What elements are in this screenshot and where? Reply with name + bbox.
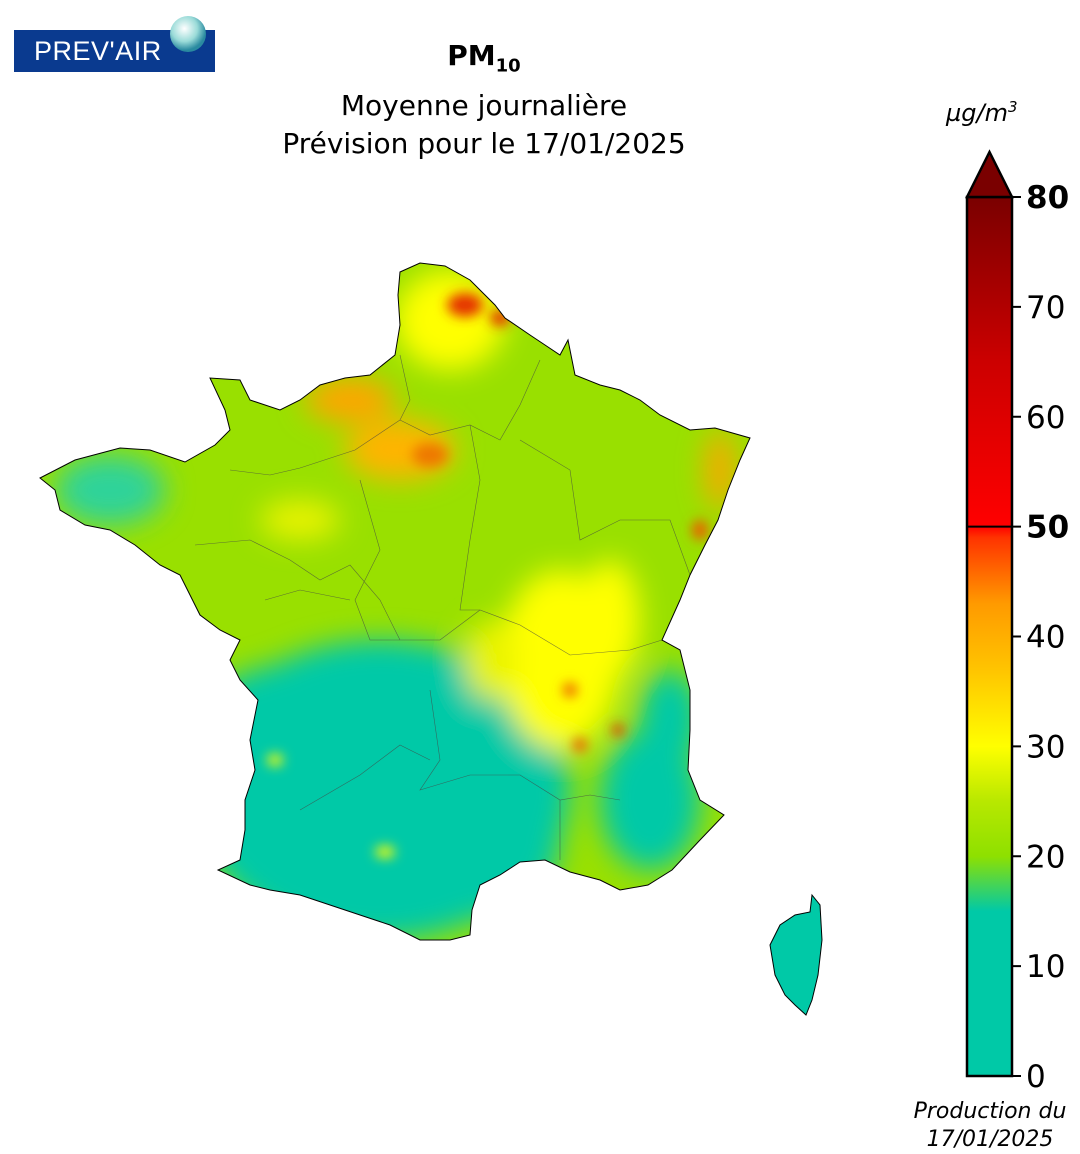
production-date: 17/01/2025 <box>926 1127 1054 1152</box>
colorbar-tick-label-80: 80 <box>1026 180 1069 216</box>
colorbar-tick-label-30: 30 <box>1026 729 1065 765</box>
globe-icon <box>170 16 206 52</box>
colorbar-tick-label-10: 10 <box>1026 949 1065 985</box>
colorbar-tick-label-0: 0 <box>1026 1059 1046 1095</box>
colorbar-tick-label-20: 20 <box>1026 839 1065 875</box>
logo-text: PREV'AIR <box>34 36 162 66</box>
pollutant-title: PM10 <box>447 39 521 77</box>
region-boundaries <box>194 354 691 860</box>
title-aggregation: Moyenne journalière <box>340 88 628 122</box>
colorbar-gradient <box>965 195 1014 1078</box>
prevair-logo: PREV'AIR <box>14 14 215 72</box>
colorbar-tick-label-50: 50 <box>1026 510 1069 546</box>
colorbar-tick-label-70: 70 <box>1026 290 1065 326</box>
map-title: PM10 Moyenne journalière Prévision pour … <box>230 36 738 163</box>
colorbar-tick-label-60: 60 <box>1026 400 1065 436</box>
colorbar-tick-label-40: 40 <box>1026 620 1065 656</box>
colorbar-unit: µg/m3 <box>946 98 1018 127</box>
production-note: Production du 17/01/2025 <box>890 1098 1080 1154</box>
production-label: Production du <box>913 1099 1067 1124</box>
title-forecast-date: Prévision pour le 17/01/2025 <box>282 126 686 160</box>
colorbar-extend-arrow <box>964 149 1015 199</box>
